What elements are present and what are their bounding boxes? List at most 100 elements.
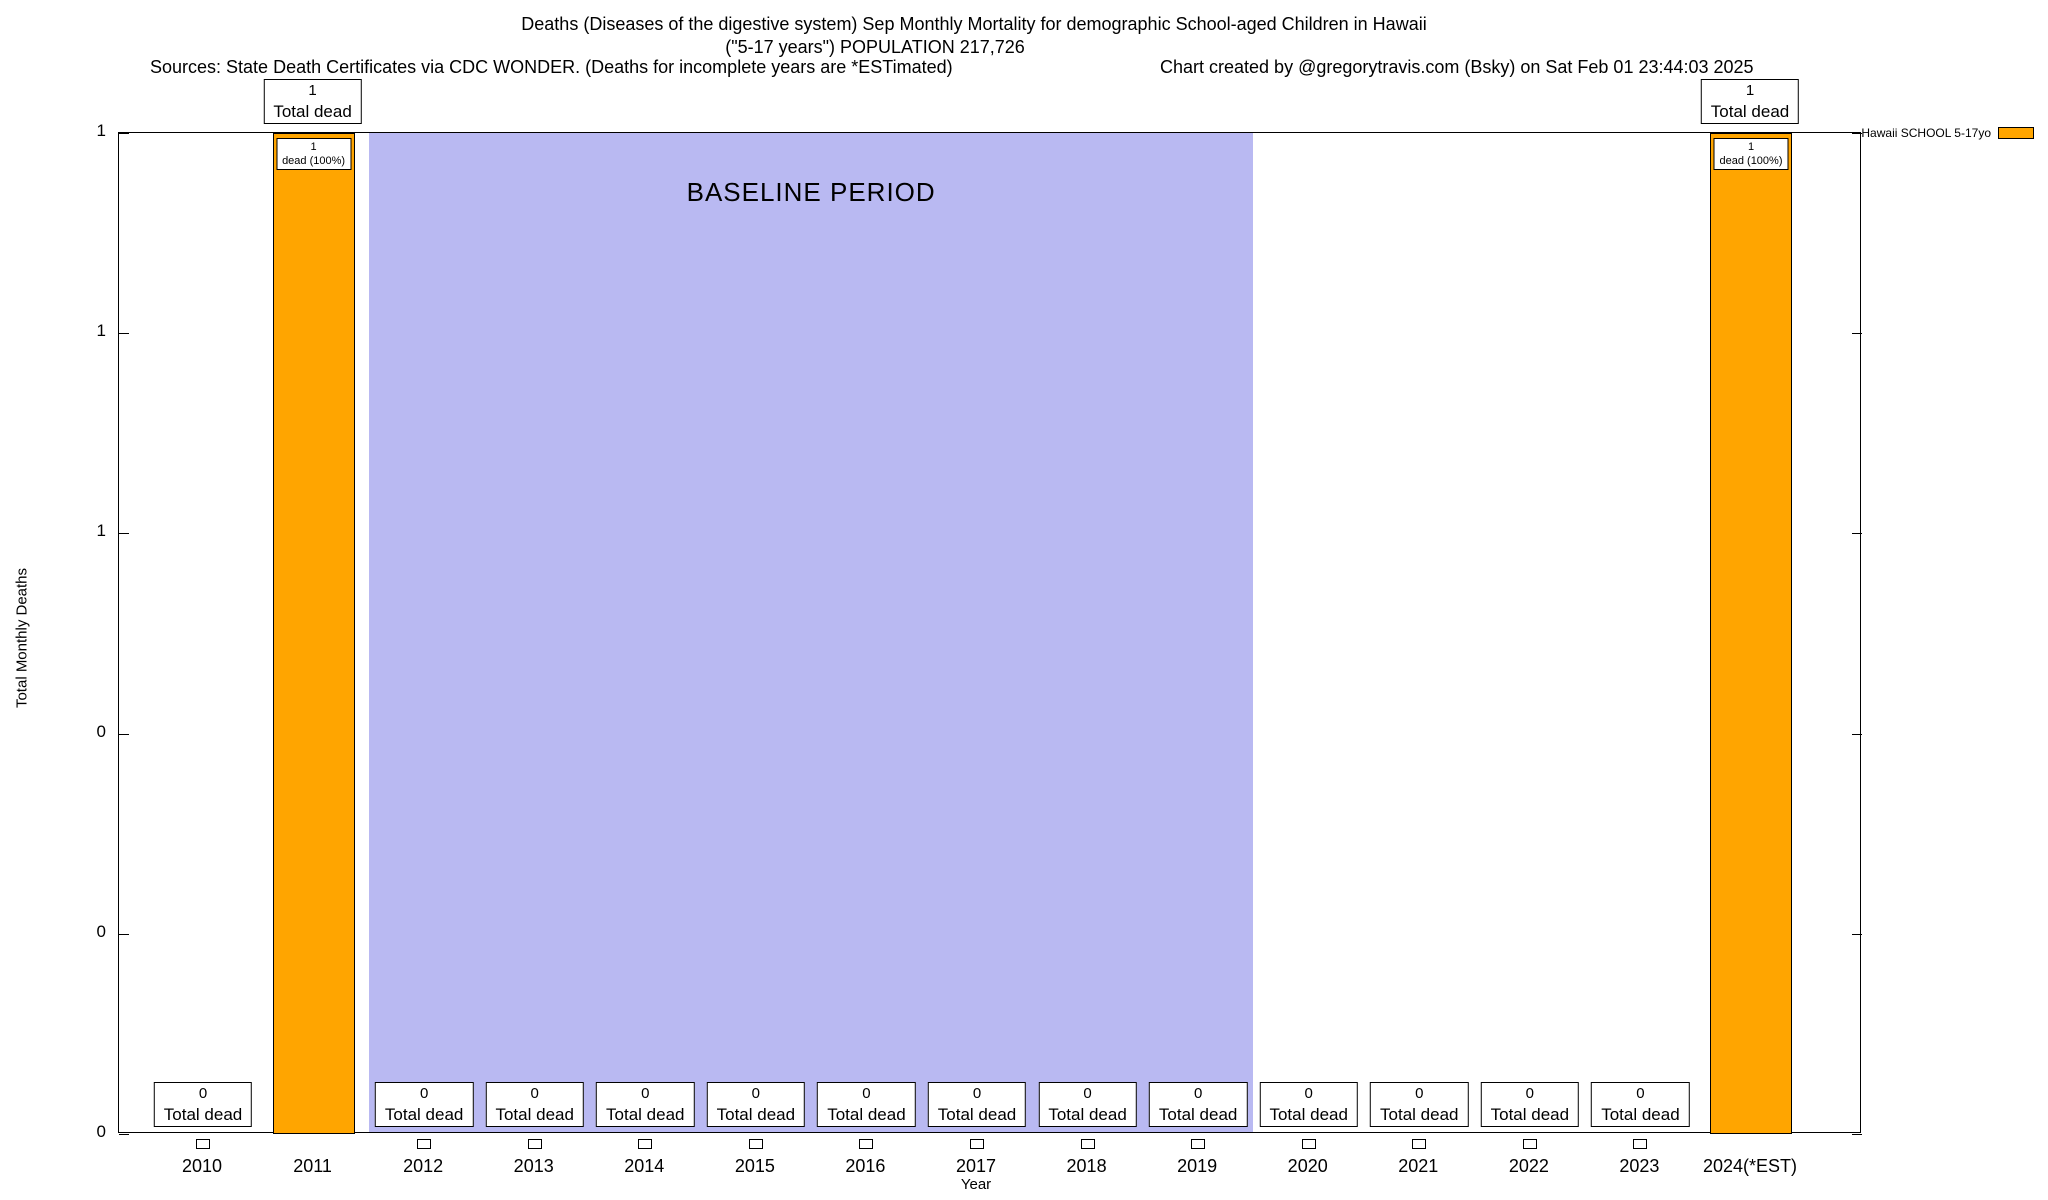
value-caption: dead (100%) xyxy=(282,155,346,167)
ytick-mark-left xyxy=(119,1134,129,1135)
zero-total-label: 0 Total dead xyxy=(374,1082,474,1127)
bar-2011 xyxy=(272,133,355,1134)
zero-total-label: 0 Total dead xyxy=(1259,1082,1358,1127)
bar-total-label: 1 Total dead xyxy=(1700,79,1800,124)
value-number: 1 xyxy=(308,82,317,99)
zero-marker xyxy=(1191,1139,1206,1149)
xtick-label: 2010 xyxy=(181,1156,223,1176)
ytick-label: 1 xyxy=(96,321,106,341)
xtick-label: 2017 xyxy=(955,1156,997,1176)
value-caption: Total dead xyxy=(1048,1105,1127,1124)
credit-note: Chart created by @gregorytravis.com (Bsk… xyxy=(1160,57,1754,77)
ytick-mark-right xyxy=(1852,133,1862,134)
zero-total-label: 0 Total dead xyxy=(1148,1082,1248,1127)
ytick-mark-left xyxy=(119,933,129,935)
ytick-mark-right xyxy=(1852,1134,1862,1135)
value-number: 0 xyxy=(1304,1085,1313,1102)
ytick-mark-left xyxy=(119,133,129,134)
xtick-label: 2024(*EST) xyxy=(1702,1156,1798,1176)
zero-total-label: 0 Total dead xyxy=(1370,1082,1469,1127)
value-number: 0 xyxy=(862,1085,871,1102)
value-number: 0 xyxy=(419,1085,429,1102)
zero-total-label: 0 Total dead xyxy=(1480,1082,1580,1127)
xtick-label: 2021 xyxy=(1398,1156,1439,1176)
ytick-mark-right xyxy=(1852,533,1862,535)
xtick-label: 2020 xyxy=(1287,1156,1328,1176)
ytick-label: 0 xyxy=(96,921,106,941)
zero-total-label: 0 Total dead xyxy=(153,1082,253,1127)
value-number: 0 xyxy=(530,1085,539,1102)
value-number: 0 xyxy=(972,1085,982,1102)
zero-total-label: 0 Total dead xyxy=(596,1082,695,1127)
zero-total-label: 0 Total dead xyxy=(927,1082,1027,1127)
ytick-label: 1 xyxy=(96,121,106,140)
value-number: 0 xyxy=(641,1085,650,1102)
legend-swatch xyxy=(1998,127,2034,139)
bar-2024(*EST) xyxy=(1710,133,1792,1134)
chart-title-line1: Deaths (Diseases of the digestive system… xyxy=(521,14,1427,34)
ytick-mark-right xyxy=(1852,333,1862,335)
value-number: 1 xyxy=(310,141,317,153)
value-caption: Total dead xyxy=(1490,1105,1570,1124)
bar-total-label: 1 Total dead xyxy=(263,79,362,124)
xtick-label: 2016 xyxy=(845,1156,886,1176)
xtick-label: 2012 xyxy=(403,1156,444,1176)
ytick-mark-left xyxy=(119,333,129,335)
zero-total-label: 0 Total dead xyxy=(1591,1082,1690,1127)
value-number: 0 xyxy=(1415,1085,1424,1102)
xtick-label: 2018 xyxy=(1066,1156,1107,1176)
zero-marker xyxy=(1301,1139,1316,1149)
value-number: 0 xyxy=(1193,1085,1203,1102)
zero-marker xyxy=(638,1139,653,1149)
value-caption: Total dead xyxy=(384,1105,464,1124)
baseline-label: BASELINE PERIOD xyxy=(686,177,936,207)
value-number: 1 xyxy=(1745,82,1755,99)
legend: Hawaii SCHOOL 5-17yo xyxy=(1861,126,2034,140)
zero-marker xyxy=(1412,1139,1427,1149)
zero-marker xyxy=(1080,1139,1095,1149)
value-caption: dead (100%) xyxy=(1719,155,1783,167)
value-caption: Total dead xyxy=(1158,1105,1238,1124)
xtick-label: 2023 xyxy=(1619,1156,1660,1176)
zero-marker xyxy=(1633,1139,1648,1149)
ytick-mark-left xyxy=(119,733,129,735)
value-caption: Total dead xyxy=(273,102,352,121)
zero-marker xyxy=(196,1139,210,1149)
value-number: 0 xyxy=(751,1085,761,1102)
ytick-label: 1 xyxy=(96,521,106,541)
y-axis-title: Total Monthly Deaths xyxy=(13,567,31,709)
ytick-mark-left xyxy=(119,533,129,535)
sources-note: Sources: State Death Certificates via CD… xyxy=(150,57,953,77)
ytick-label: 0 xyxy=(96,1122,106,1141)
zero-total-label: 0 Total dead xyxy=(485,1082,584,1127)
chart-title-line2: ("5-17 years") POPULATION 217,726 xyxy=(725,37,1025,57)
value-caption: Total dead xyxy=(1710,102,1790,121)
zero-marker xyxy=(417,1139,432,1149)
zero-total-label: 0 Total dead xyxy=(817,1082,916,1127)
bar-sub-label: 1 dead (100%) xyxy=(1713,138,1789,170)
xtick-label: 2014 xyxy=(624,1156,665,1176)
bar-sub-label: 1 dead (100%) xyxy=(276,138,352,170)
zero-total-label: 0 Total dead xyxy=(706,1082,806,1127)
xtick-label: 2019 xyxy=(1177,1156,1218,1176)
xtick-label: 2011 xyxy=(293,1156,332,1176)
value-number: 0 xyxy=(198,1085,208,1102)
value-caption: Total dead xyxy=(495,1105,574,1124)
value-number: 0 xyxy=(1525,1085,1535,1102)
value-caption: Total dead xyxy=(1601,1105,1680,1124)
value-caption: Total dead xyxy=(716,1105,796,1124)
ytick-mark-right xyxy=(1852,933,1862,935)
value-caption: Total dead xyxy=(827,1105,906,1124)
zero-marker xyxy=(748,1139,763,1149)
xtick-label: 2022 xyxy=(1508,1156,1549,1176)
value-caption: Total dead xyxy=(606,1105,685,1124)
ytick-label: 0 xyxy=(96,721,106,741)
value-caption: Total dead xyxy=(937,1105,1017,1124)
zero-marker xyxy=(527,1139,542,1149)
zero-marker xyxy=(970,1139,984,1149)
zero-marker xyxy=(859,1139,874,1149)
value-caption: Total dead xyxy=(1269,1105,1348,1124)
ytick-mark-right xyxy=(1852,733,1862,735)
zero-total-label: 0 Total dead xyxy=(1038,1082,1137,1127)
